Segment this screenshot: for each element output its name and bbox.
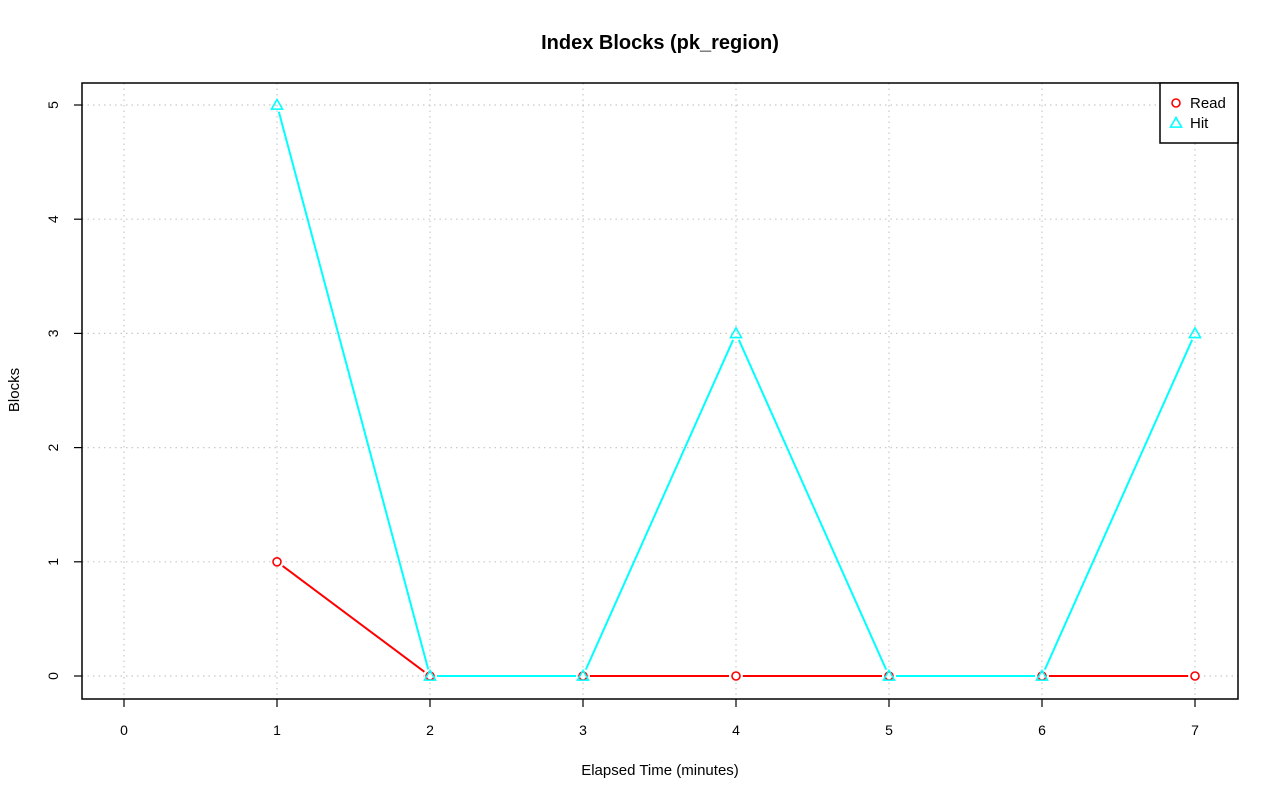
x-axis-label: Elapsed Time (minutes) (581, 762, 739, 779)
x-tick-label: 2 (426, 722, 434, 738)
y-tick-label: 2 (45, 443, 61, 451)
series-hit-point (1035, 668, 1049, 681)
y-tick-label: 0 (45, 672, 61, 680)
x-tick-label: 1 (273, 722, 281, 738)
legend-label-hit: Hit (1190, 115, 1209, 132)
series-hit-segment (277, 111, 430, 670)
x-tick-label: 6 (1038, 722, 1046, 738)
y-axis: 0 1 2 3 4 5 (45, 101, 82, 680)
series-hit (270, 97, 1202, 681)
legend-label-read: Read (1190, 95, 1226, 112)
series-read-point (1190, 671, 1200, 681)
series-hit-point (576, 668, 590, 681)
series-read-segment (282, 565, 425, 673)
plot-frame (81, 82, 1239, 700)
series-hit-segment (584, 339, 735, 671)
series-hit-point (1188, 326, 1202, 339)
series-hit-segment (1043, 339, 1194, 671)
series-hit-point (423, 668, 437, 681)
legend-box (1159, 82, 1239, 144)
x-tick-label: 4 (732, 722, 740, 738)
y-axis-label: Blocks (6, 368, 23, 412)
series-read-point (272, 556, 282, 567)
chart-title: Index Blocks (pk_region) (541, 32, 779, 54)
series-hit-segment (737, 339, 888, 671)
series-hit-point (729, 326, 743, 339)
legend-marker-read (1171, 98, 1181, 108)
legend: Read Hit (1159, 82, 1239, 144)
legend-marker-hit (1169, 115, 1183, 128)
x-axis: 0 1 2 3 4 5 6 7 (120, 699, 1199, 738)
series-read-point (731, 671, 741, 681)
series-hit-point (270, 97, 284, 110)
y-tick-label: 3 (45, 329, 61, 337)
series-group (270, 97, 1202, 681)
x-tick-label: 0 (120, 722, 128, 738)
x-tick-label: 5 (885, 722, 893, 738)
y-tick-label: 1 (45, 558, 61, 566)
x-tick-label: 7 (1191, 722, 1199, 738)
y-tick-label: 4 (45, 215, 61, 223)
y-tick-label: 5 (45, 101, 61, 109)
grid (82, 83, 1238, 699)
x-tick-label: 3 (579, 722, 587, 738)
series-hit-point (882, 668, 896, 681)
